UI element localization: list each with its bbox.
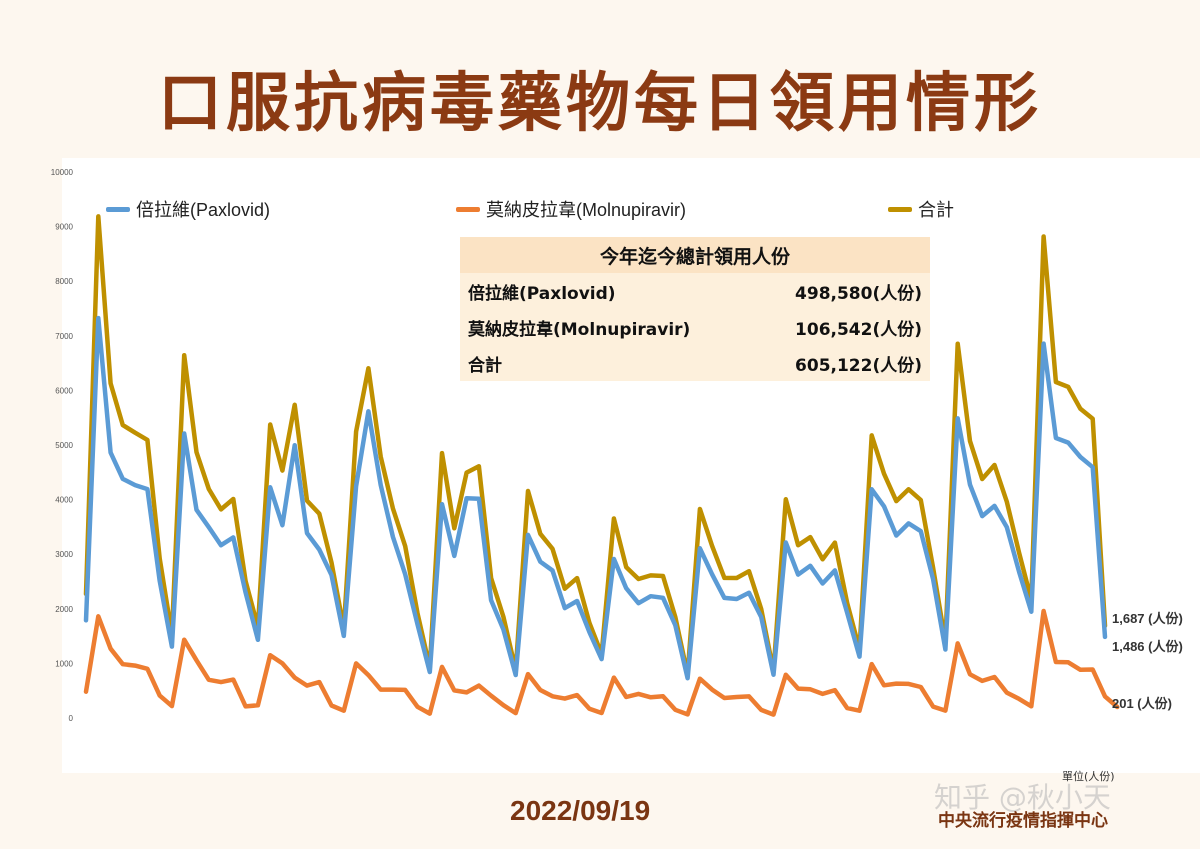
y-tick-label: 6000 — [55, 386, 73, 395]
organization-name: 中央流行疫情指揮中心 — [938, 811, 1108, 831]
summary-label: 合計 — [468, 355, 502, 376]
y-tick-label: 8000 — [55, 277, 73, 286]
summary-label: 倍拉維(Paxlovid) — [468, 283, 616, 304]
legend-swatch-paxlovid — [106, 206, 130, 212]
page-title: 口服抗病毒藥物每日領用情形 — [158, 67, 1042, 141]
series-line-1 — [83, 608, 1120, 717]
series-line-0 — [83, 315, 1108, 681]
summary-value: 498,580(人份) — [795, 283, 922, 304]
y-tick-label: 3000 — [55, 550, 73, 559]
y-tick-label: 1000 — [55, 659, 73, 668]
summary-row: 莫納皮拉韋(Molnupiravir) 106,542(人份) — [460, 309, 930, 345]
end-label-total: 1,687 (人份) — [1112, 611, 1183, 626]
legend-total: 合計 — [888, 196, 954, 222]
y-tick-label: 9000 — [55, 223, 73, 232]
summary-table: 今年迄今總計領用人份 倍拉維(Paxlovid) 498,580(人份) 莫納皮… — [460, 237, 930, 381]
end-label-molnupiravir: 201 (人份) — [1112, 696, 1172, 711]
unit-label: 單位(人份) — [1062, 770, 1115, 783]
legend-molnupiravir: 莫納皮拉韋(Molnupiravir) — [456, 196, 686, 222]
summary-value: 106,542(人份) — [795, 319, 922, 340]
y-tick-label: 7000 — [55, 332, 73, 341]
y-tick-label: 10000 — [51, 168, 74, 177]
end-label-paxlovid: 1,486 (人份) — [1112, 639, 1183, 654]
summary-label: 莫納皮拉韋(Molnupiravir) — [468, 319, 691, 340]
legend-label-molnupiravir: 莫納皮拉韋(Molnupiravir) — [486, 200, 687, 220]
y-tick-label: 0 — [69, 714, 74, 723]
watermark: 知乎 @秋小天 — [934, 781, 1111, 814]
summary-value: 605,122(人份) — [795, 355, 922, 376]
y-tick-label: 4000 — [55, 496, 73, 505]
legend-paxlovid: 倍拉維(Paxlovid) — [106, 196, 270, 222]
legend-label-total: 合計 — [918, 200, 954, 220]
legend-swatch-molnupiravir — [456, 206, 480, 212]
legend-label-paxlovid: 倍拉維(Paxlovid) — [136, 200, 271, 220]
summary-row: 倍拉維(Paxlovid) 498,580(人份) — [460, 273, 930, 309]
y-tick-label: 2000 — [55, 605, 73, 614]
legend-swatch-total — [888, 206, 912, 212]
y-tick-label: 5000 — [55, 441, 73, 450]
summary-title: 今年迄今總計領用人份 — [460, 237, 930, 273]
summary-row: 合計 605,122(人份) — [460, 345, 930, 381]
report-date: 2022/09/19 — [510, 795, 651, 826]
